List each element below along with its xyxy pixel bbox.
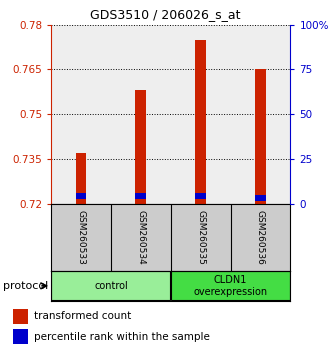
- Text: transformed count: transformed count: [34, 311, 132, 321]
- Text: control: control: [94, 281, 128, 291]
- Text: GDS3510 / 206026_s_at: GDS3510 / 206026_s_at: [90, 8, 240, 21]
- Bar: [136, 193, 146, 199]
- Bar: [76, 153, 86, 204]
- Text: GSM260533: GSM260533: [77, 210, 85, 265]
- Text: GSM260535: GSM260535: [196, 210, 205, 265]
- Text: GSM260536: GSM260536: [256, 210, 265, 265]
- Bar: [171, 272, 290, 300]
- Bar: [255, 195, 266, 201]
- Bar: [195, 40, 206, 204]
- Bar: [195, 193, 206, 199]
- Bar: [255, 69, 266, 204]
- Bar: [76, 193, 86, 199]
- Text: protocol: protocol: [3, 281, 49, 291]
- Bar: [51, 272, 171, 300]
- Bar: [136, 90, 146, 204]
- Bar: [13, 329, 28, 344]
- Text: percentile rank within the sample: percentile rank within the sample: [34, 332, 210, 342]
- Text: CLDN1
overexpression: CLDN1 overexpression: [193, 275, 268, 297]
- Text: GSM260534: GSM260534: [136, 210, 146, 264]
- Bar: [13, 309, 28, 324]
